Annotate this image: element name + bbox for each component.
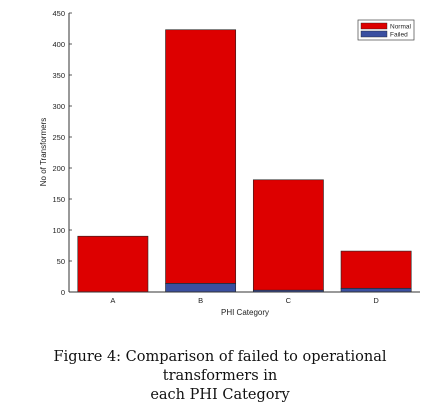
y-tick-label: 400: [52, 40, 65, 49]
bar-normal-a: [77, 235, 149, 293]
bars: [77, 29, 412, 293]
y-tick-label: 100: [52, 226, 65, 235]
bar-failed-d: [340, 287, 412, 293]
y-axis-label: No of Transformers: [39, 118, 48, 186]
y-tick-label: 200: [52, 164, 65, 173]
legend-label-normal: Normal: [390, 24, 412, 31]
x-tick-label: D: [373, 296, 379, 305]
y-tick-label: 450: [52, 9, 65, 18]
x-axis-ticks: A B C D: [110, 289, 379, 305]
legend-label-failed: Failed: [390, 32, 408, 39]
bar-normal-c: [252, 179, 324, 291]
figure-caption: Figure 4: Comparison of failed to operat…: [10, 348, 430, 405]
bar-chart: 0 50 100 150 200 250 300 350 400 450 A B C D No of T…: [39, 9, 420, 317]
y-tick-label: 0: [61, 288, 65, 297]
legend-swatch-normal: [360, 22, 388, 30]
y-tick-label: 50: [57, 257, 65, 266]
x-axis-label: PHI Category: [221, 308, 269, 317]
y-tick-label: 150: [52, 195, 65, 204]
caption-line-1: Figure 4: Comparison of failed to operat…: [53, 349, 387, 384]
caption-line-2: each PHI Category: [150, 387, 290, 403]
x-tick-label: C: [286, 296, 292, 305]
bar-failed-b: [165, 283, 237, 293]
y-axis-ticks: 0 50 100 150 200 250 300 350 400 450: [52, 9, 72, 297]
y-tick-label: 350: [52, 71, 65, 80]
x-tick-label: A: [110, 296, 115, 305]
legend-swatch-failed: [360, 30, 388, 38]
y-tick-label: 250: [52, 133, 65, 142]
bar-normal-b: [165, 29, 237, 284]
bar-normal-d: [340, 250, 412, 289]
x-tick-label: B: [198, 296, 203, 305]
y-tick-label: 300: [52, 102, 65, 111]
